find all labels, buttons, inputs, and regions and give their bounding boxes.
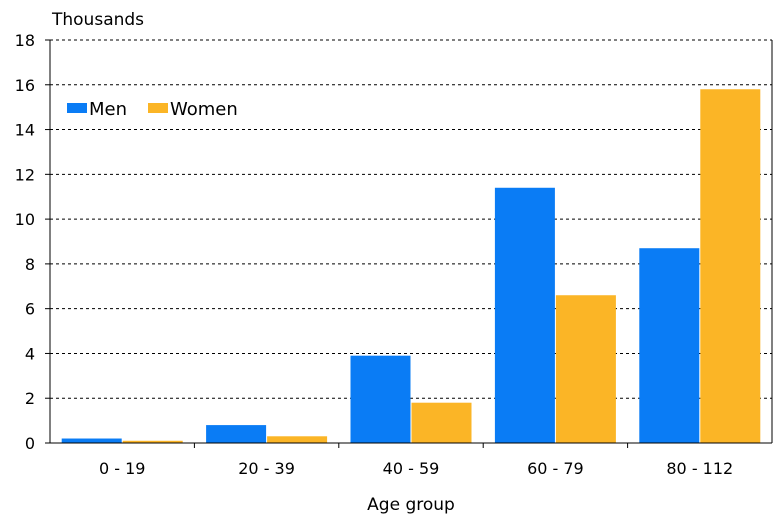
bar-men-1 — [206, 425, 267, 443]
x-axis-ticks: 0 - 19 20 - 39 40 - 59 60 - 79 80 - 112 — [99, 443, 733, 478]
bar-men-3 — [494, 187, 555, 443]
y-tick-label: 4 — [25, 344, 35, 363]
bar-men-4 — [639, 248, 700, 443]
bar-women-2 — [411, 402, 472, 443]
bar-women-4 — [700, 89, 761, 443]
legend-swatch-women — [148, 103, 168, 113]
legend-swatch-men — [67, 103, 87, 113]
bar-women-0 — [122, 440, 183, 443]
bar-men-2 — [350, 355, 411, 443]
y-tick-label: 0 — [25, 434, 35, 453]
y-tick-label: 2 — [25, 389, 35, 408]
legend-label-men: Men — [89, 99, 127, 120]
y-tick-label: 12 — [15, 165, 35, 184]
x-tick-label: 0 - 19 — [99, 459, 145, 478]
axes — [49, 40, 773, 444]
y-tick-label: 18 — [15, 31, 35, 50]
legend: Men Women — [67, 99, 238, 120]
bars — [61, 89, 761, 443]
y-axis-ticks: 0 2 4 6 8 10 12 14 16 18 — [15, 31, 50, 453]
bar-women-3 — [555, 295, 616, 443]
y-axis-title: Thousands — [51, 10, 144, 30]
x-axis-title: Age group — [367, 495, 455, 515]
y-tick-label: 8 — [25, 255, 35, 274]
x-tick-label: 80 - 112 — [666, 459, 733, 478]
y-tick-label: 14 — [15, 121, 35, 140]
x-tick-label: 60 - 79 — [527, 459, 584, 478]
bar-men-0 — [61, 438, 122, 443]
y-tick-label: 6 — [25, 300, 35, 319]
x-tick-label: 40 - 59 — [383, 459, 440, 478]
gridlines — [50, 39, 772, 399]
y-tick-label: 16 — [15, 76, 35, 95]
y-tick-label: 10 — [15, 210, 35, 229]
bar-women-1 — [267, 436, 328, 443]
legend-label-women: Women — [170, 99, 238, 120]
x-tick-label: 20 - 39 — [238, 459, 295, 478]
